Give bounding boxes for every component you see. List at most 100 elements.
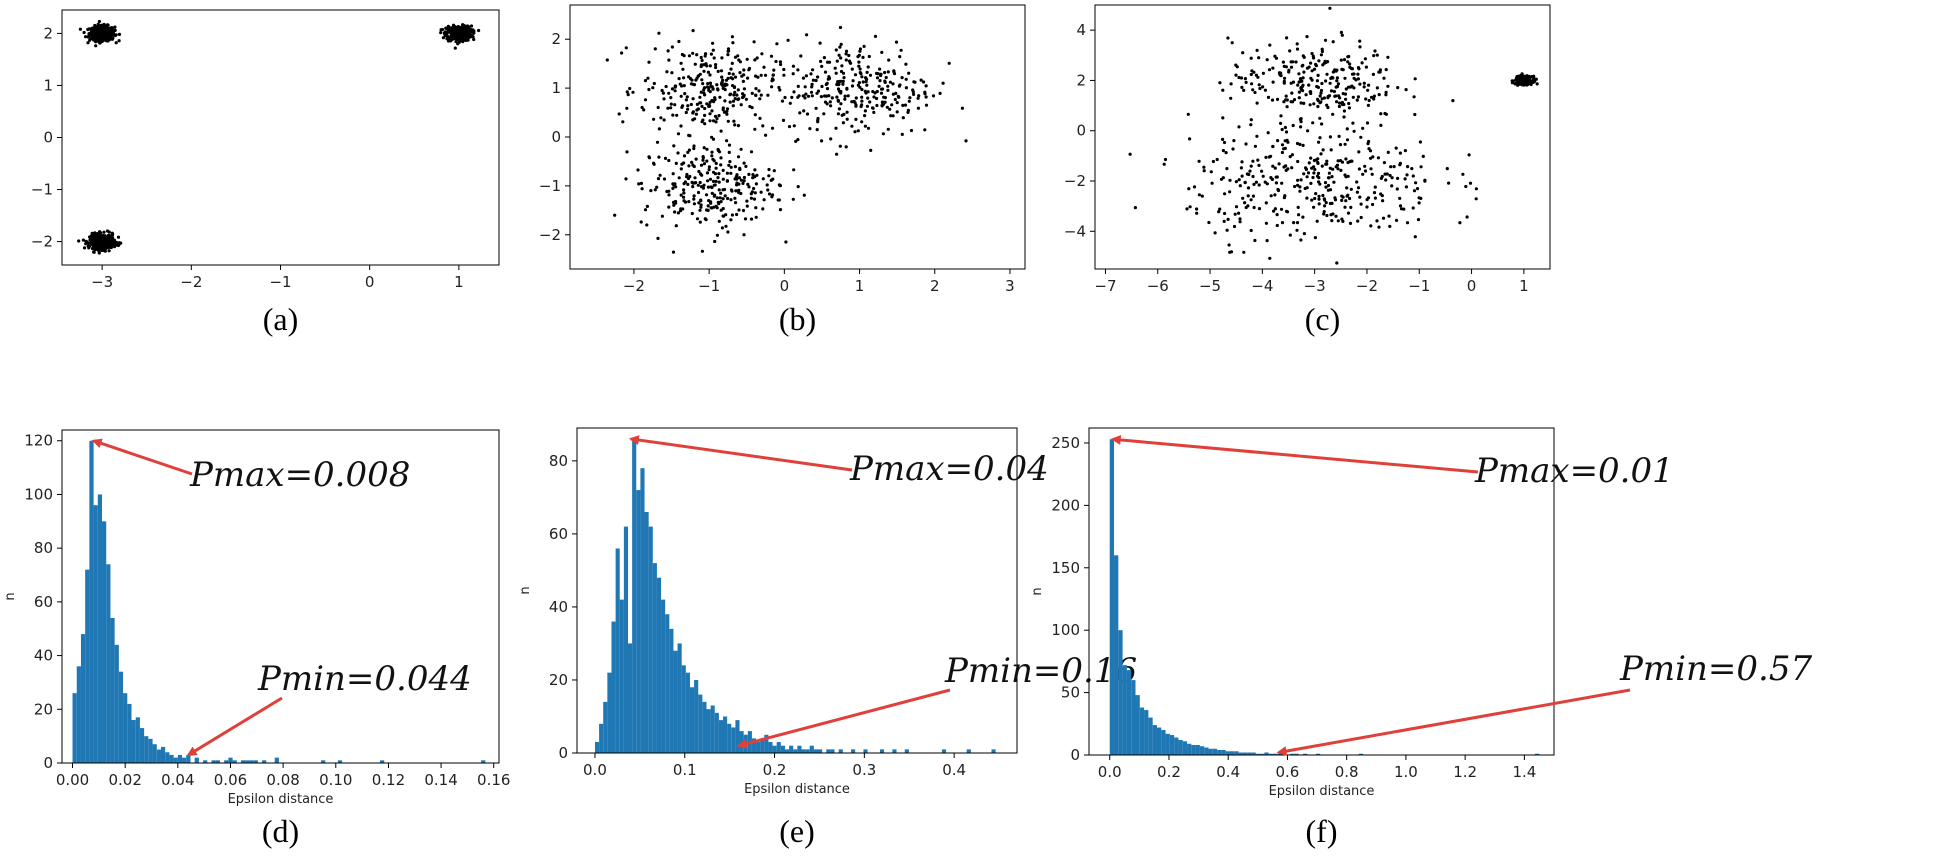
data-point — [1323, 181, 1328, 185]
data-point — [1257, 183, 1261, 187]
data-point — [721, 197, 725, 201]
data-point — [774, 59, 778, 64]
data-point — [117, 32, 122, 37]
data-point — [903, 103, 908, 107]
data-point — [1419, 165, 1423, 169]
data-point — [863, 124, 868, 128]
y-tick-label: −2 — [539, 226, 561, 244]
histogram-bar — [628, 643, 633, 753]
data-point — [695, 217, 700, 221]
data-point — [883, 79, 887, 83]
data-point — [1280, 150, 1284, 155]
data-point — [762, 65, 766, 69]
data-point — [99, 236, 103, 240]
data-point — [699, 163, 704, 167]
data-point — [679, 124, 683, 128]
data-point — [1352, 86, 1356, 90]
data-point — [811, 68, 815, 72]
y-tick-label: 120 — [24, 432, 53, 450]
data-point — [1261, 174, 1265, 178]
data-point — [857, 81, 862, 85]
data-point — [1344, 157, 1348, 161]
data-point — [1404, 185, 1408, 189]
data-point — [1322, 210, 1326, 214]
histogram-bar — [1199, 746, 1205, 755]
data-point — [818, 41, 822, 45]
data-point — [1343, 205, 1347, 209]
data-point — [1245, 172, 1249, 176]
data-point — [1249, 164, 1253, 168]
data-point — [876, 72, 880, 76]
histogram-bar — [182, 757, 187, 763]
histogram-bar — [228, 757, 233, 763]
data-point — [1265, 182, 1269, 186]
data-point — [767, 174, 771, 178]
data-point — [1288, 155, 1292, 159]
x-tick-label: −7 — [1094, 277, 1116, 295]
data-point — [709, 185, 713, 189]
data-point — [1410, 167, 1414, 171]
data-point — [1251, 194, 1255, 198]
data-point — [1241, 51, 1245, 55]
scatter-cluster-2 — [439, 23, 481, 50]
data-point — [680, 162, 684, 166]
data-point — [841, 82, 845, 86]
data-point — [1243, 201, 1247, 205]
histogram-bar — [689, 687, 695, 753]
histogram-bar — [892, 749, 897, 753]
data-point — [692, 146, 696, 151]
data-point — [824, 94, 829, 98]
data-point — [1363, 57, 1367, 61]
data-point — [882, 95, 886, 99]
histogram-bar — [615, 548, 620, 753]
data-point — [791, 72, 795, 76]
data-point — [1529, 82, 1533, 87]
y-tick-label: 60 — [34, 593, 53, 611]
data-point — [1209, 170, 1213, 174]
data-point — [1298, 142, 1302, 146]
data-point — [1305, 175, 1309, 179]
data-point — [909, 128, 914, 133]
data-point — [747, 185, 751, 189]
data-point — [454, 39, 458, 44]
data-point — [713, 114, 718, 118]
data-point — [754, 215, 758, 219]
data-point — [463, 32, 467, 36]
data-point — [700, 120, 704, 124]
plot-frame — [576, 427, 1018, 754]
data-point — [880, 50, 884, 55]
data-point — [1375, 53, 1379, 57]
data-point — [692, 144, 696, 148]
histogram-bar — [85, 569, 90, 763]
histogram-bar — [139, 728, 145, 763]
data-point — [1355, 190, 1359, 194]
data-point — [1273, 207, 1277, 211]
data-point — [765, 183, 769, 187]
data-point — [1414, 181, 1418, 185]
data-point — [92, 250, 96, 254]
data-point — [1256, 75, 1260, 79]
data-point — [742, 233, 746, 237]
data-point — [850, 67, 854, 71]
data-point — [671, 186, 675, 190]
data-point — [850, 84, 855, 88]
data-point — [847, 53, 851, 58]
data-point — [746, 76, 750, 80]
data-point — [1297, 213, 1301, 217]
data-point — [703, 122, 707, 126]
data-point — [1275, 213, 1279, 217]
data-point — [1398, 161, 1402, 165]
data-point — [1318, 182, 1322, 186]
data-point — [906, 108, 911, 112]
data-point — [893, 97, 897, 102]
data-point — [1279, 114, 1283, 118]
data-point — [1396, 176, 1400, 180]
histogram-bar — [739, 731, 744, 753]
data-point — [1233, 212, 1237, 216]
data-point — [835, 152, 839, 156]
data-point — [1369, 167, 1373, 171]
data-point — [1327, 171, 1331, 175]
data-point — [625, 150, 629, 154]
data-point — [1515, 74, 1519, 79]
data-point — [713, 193, 717, 197]
